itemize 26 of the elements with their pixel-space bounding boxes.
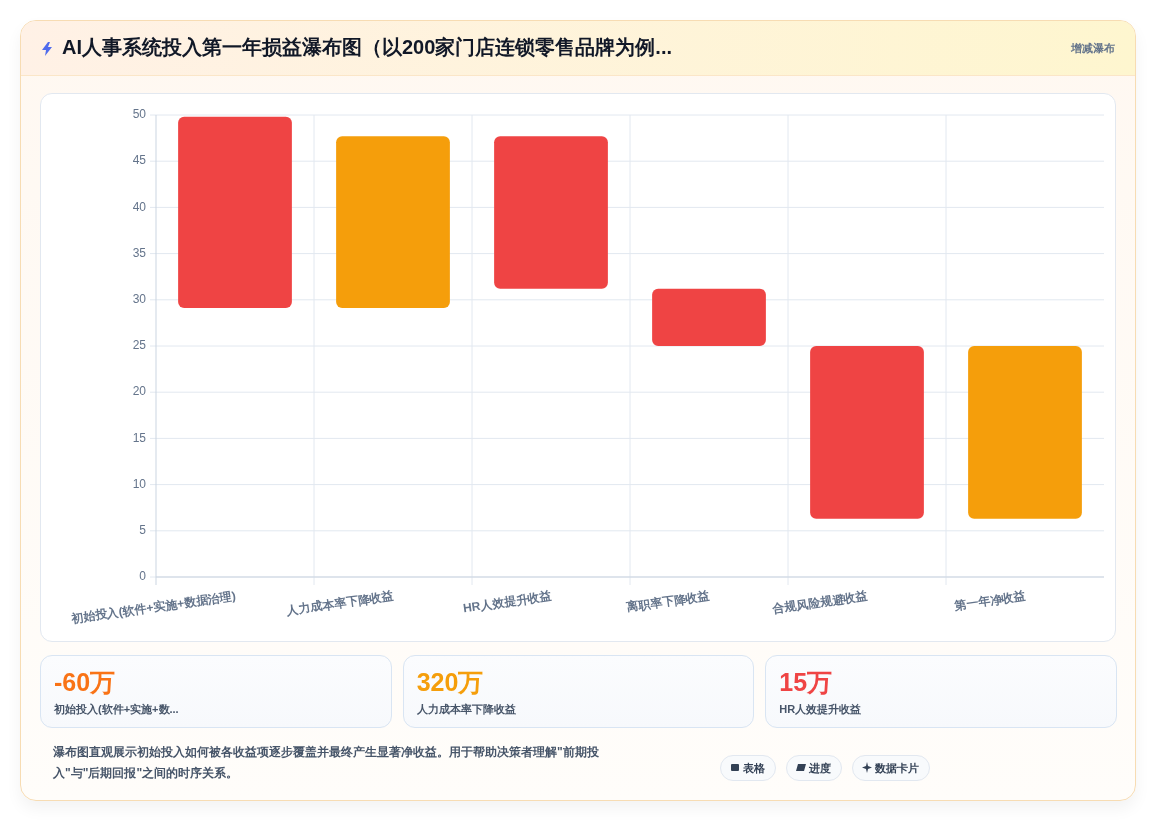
y-tick-label: 25 xyxy=(132,338,147,353)
button: 数据卡片 xyxy=(852,755,930,781)
y-tick-label: 50 xyxy=(132,107,147,122)
card: 15万 HR人效提升收益 xyxy=(765,655,1117,728)
y-tick-label: 40 xyxy=(132,199,147,214)
y-tick-label: 0 xyxy=(139,569,147,584)
x-tick-label: HR人效提升收益 xyxy=(462,588,553,616)
x-tick-label: 离职率下降收益 xyxy=(624,588,711,615)
y-tick-label: 45 xyxy=(132,153,147,168)
y-tick-label: 15 xyxy=(132,430,147,445)
button: 进度 xyxy=(786,755,842,781)
chart-title: AI人事系统投入第一年损益瀑布图（以200家门店连锁零售品牌为例... xyxy=(62,35,673,60)
card: 320万 人力成本率下降收益 xyxy=(402,655,755,728)
y-tick-label: 10 xyxy=(132,476,147,491)
x-tick-label: 第一年净收益 xyxy=(952,588,1027,613)
y-tick-label: 35 xyxy=(132,245,147,260)
y-tick-label: 20 xyxy=(132,384,147,399)
x-tick-label: 初始投入(软件+实施+数据治理) xyxy=(69,588,237,626)
x-tick-label: 合规风险规避收益 xyxy=(770,588,869,617)
card: -60万 初始投入(软件+实施+数... xyxy=(40,655,392,728)
chart-subtitle: 增减瀑布 xyxy=(1071,41,1115,56)
x-tick-label: 人力成本率下降收益 xyxy=(284,588,395,618)
y-tick-label: 30 xyxy=(132,291,147,306)
button: 表格 xyxy=(720,755,776,781)
text: 瀑布图直观展示初始投入如何被各收益项逐步覆盖并最终产生显著净收益。用于帮助决策者理解"前期投入"与"后期回报"之间的时序关系。 xyxy=(53,744,600,782)
y-tick-label: 5 xyxy=(139,522,147,537)
